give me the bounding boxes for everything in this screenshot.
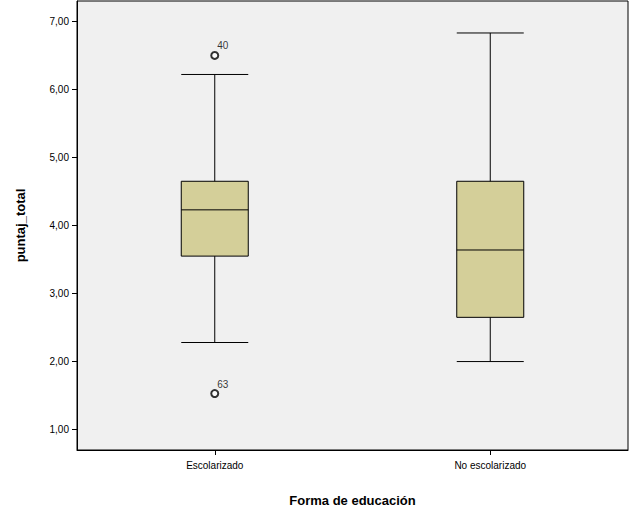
svg-text:3,00: 3,00 [50, 288, 70, 299]
svg-text:40: 40 [217, 40, 229, 51]
svg-text:7,00: 7,00 [50, 16, 70, 27]
svg-text:4,00: 4,00 [50, 220, 70, 231]
svg-text:6,00: 6,00 [50, 84, 70, 95]
svg-text:Escolarizado: Escolarizado [186, 460, 244, 471]
svg-text:Forma de educación: Forma de educación [289, 493, 415, 508]
svg-text:puntaj_total: puntaj_total [13, 189, 28, 263]
svg-text:1,00: 1,00 [50, 424, 70, 435]
svg-text:2,00: 2,00 [50, 356, 70, 367]
svg-text:No escolarizado: No escolarizado [454, 460, 526, 471]
svg-text:63: 63 [217, 379, 229, 390]
svg-text:5,00: 5,00 [50, 152, 70, 163]
